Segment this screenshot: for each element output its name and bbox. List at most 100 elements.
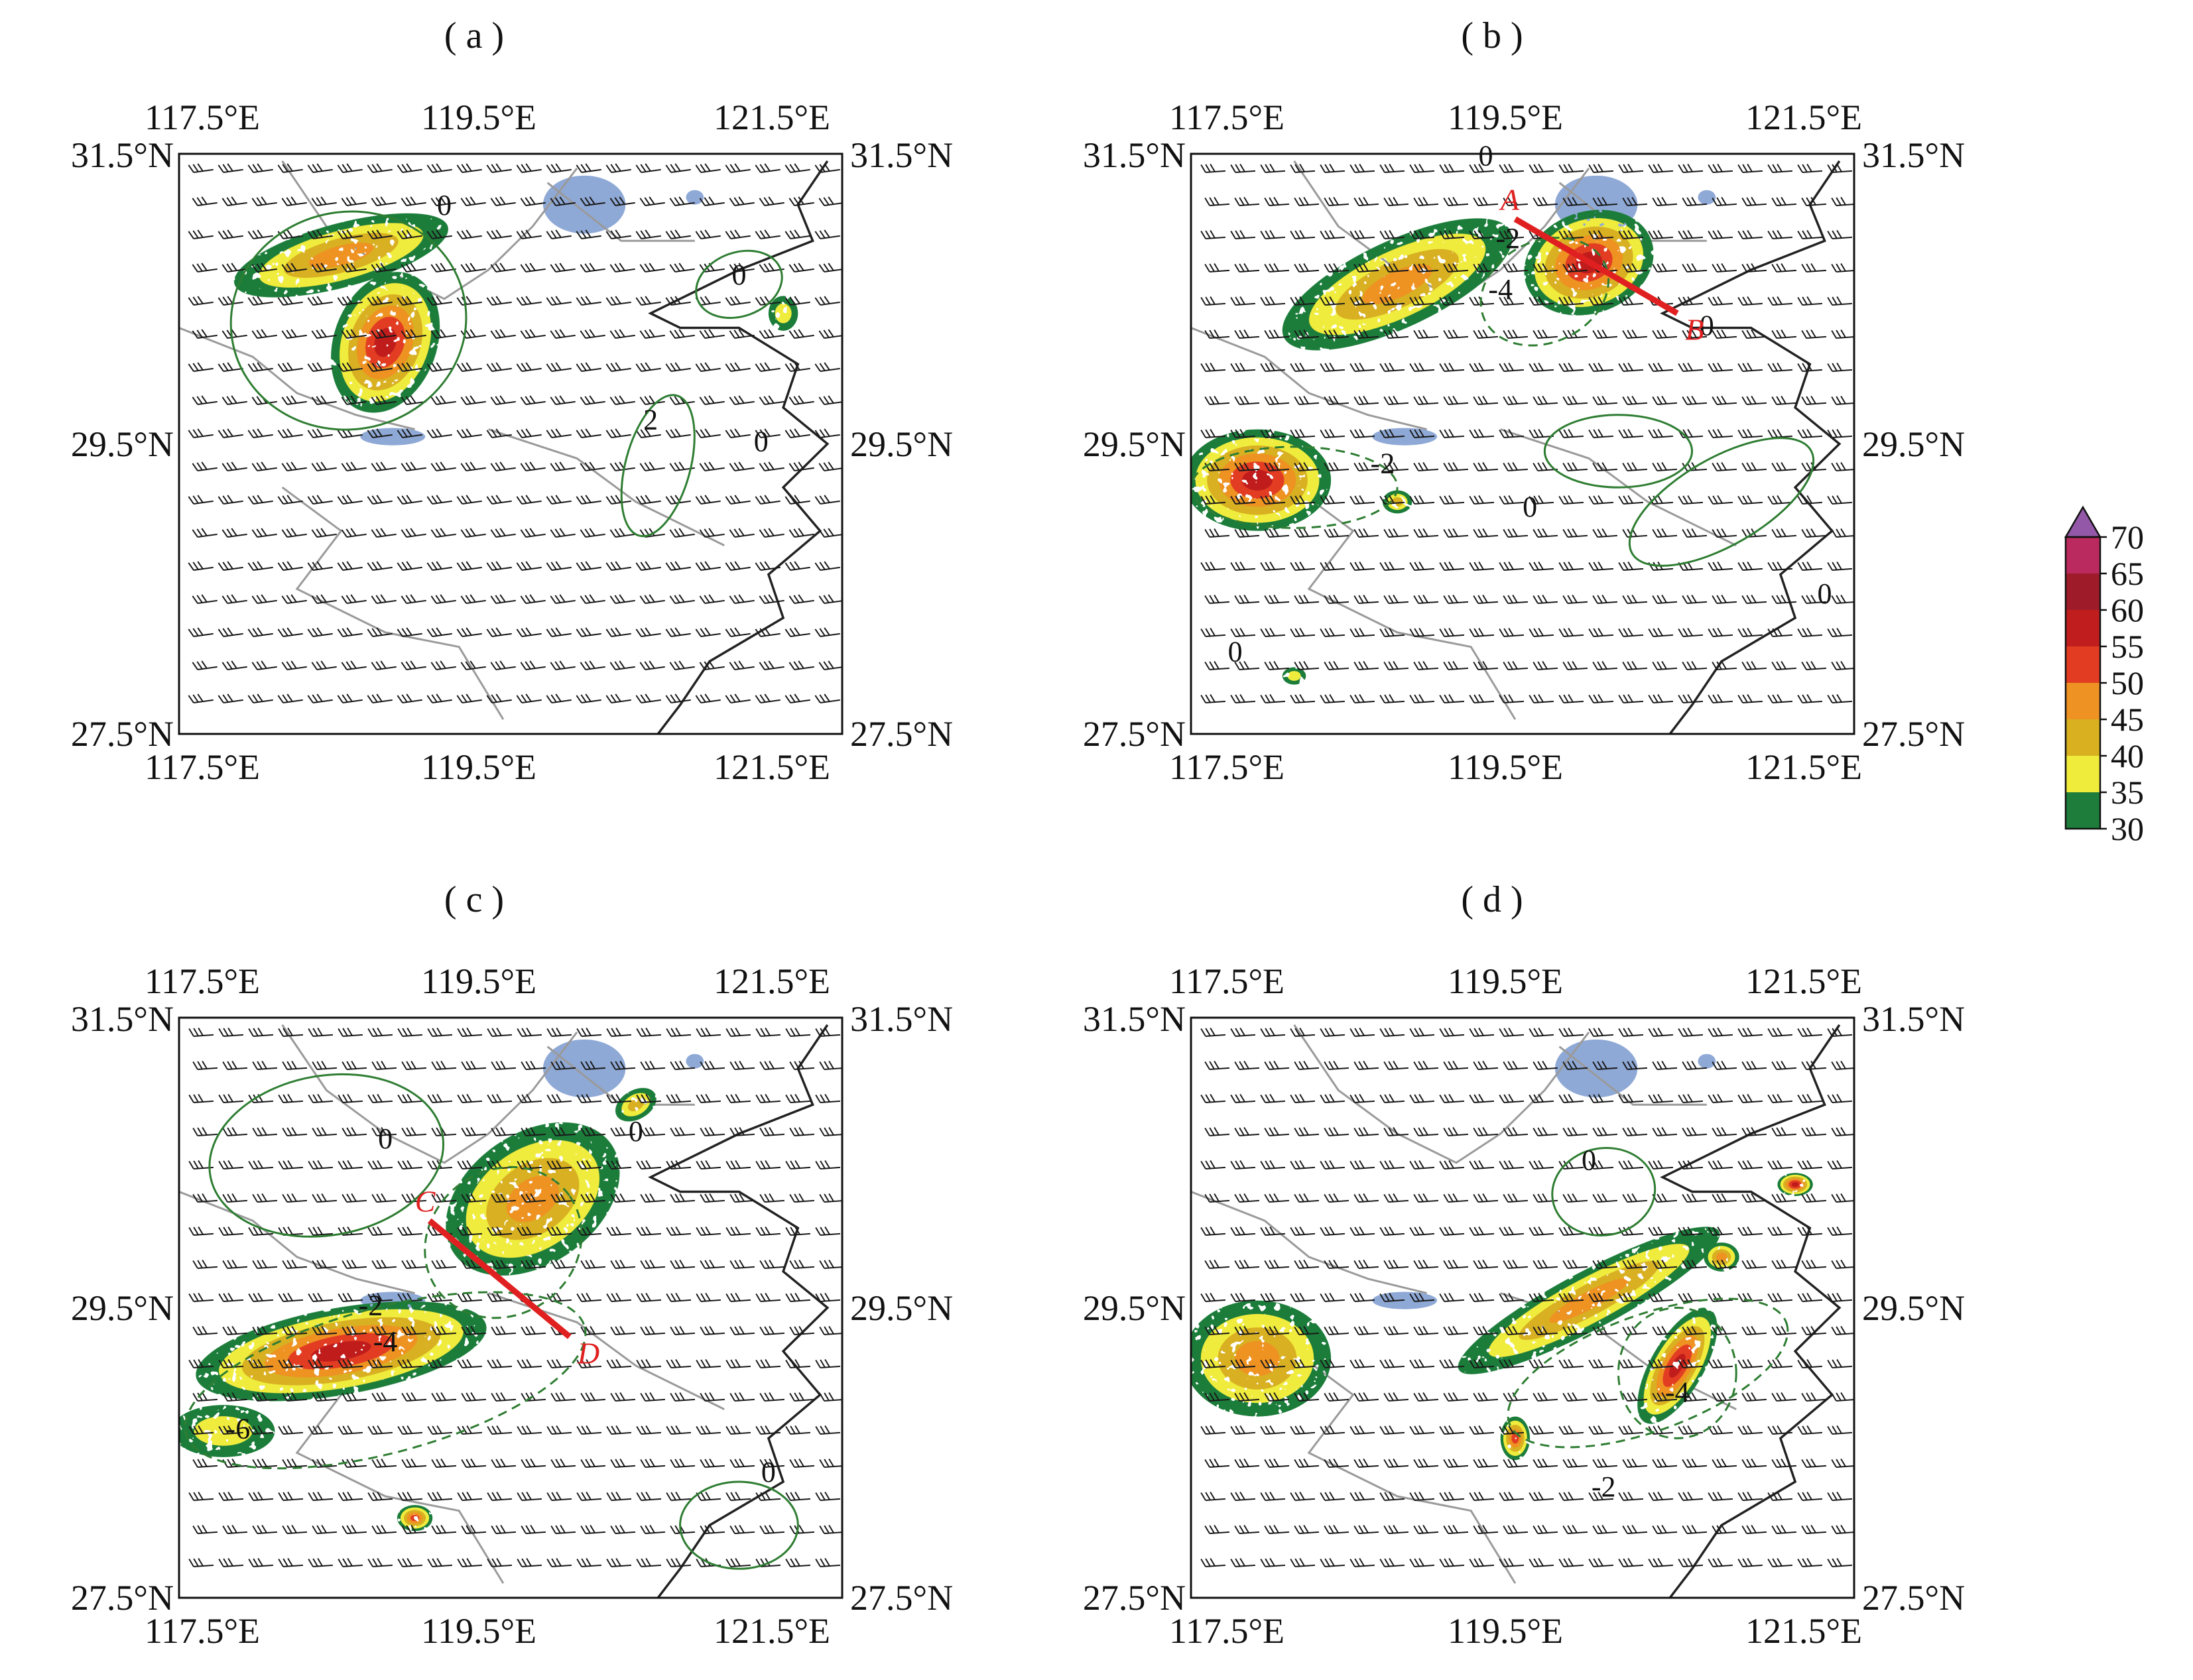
wind-barb (1443, 1458, 1468, 1468)
wind-barb (1379, 362, 1405, 372)
wind-barb (252, 1325, 277, 1335)
divergence-contour (1551, 1146, 1657, 1237)
wind-barb (606, 1160, 631, 1170)
wind-barb (1648, 495, 1673, 505)
wind-barb (427, 1491, 452, 1501)
lat-tick-left-3: 27.5°N (1083, 714, 1186, 754)
wind-barb (247, 428, 273, 438)
wind-barb (218, 428, 243, 438)
wind-barb (1469, 163, 1494, 173)
wind-barb (546, 362, 572, 372)
wind-barb (1652, 329, 1677, 339)
wind-barb (312, 1193, 337, 1203)
wind-barb (282, 1259, 307, 1269)
wind-barb (1499, 229, 1524, 239)
wind-barb (725, 627, 751, 637)
wind-barb (1797, 1093, 1822, 1103)
wind-barb (1562, 196, 1588, 206)
wind-barb (1409, 229, 1434, 239)
wind-barb (1652, 1458, 1677, 1468)
wind-barb (1443, 1060, 1468, 1070)
wind-barb (1592, 1524, 1617, 1534)
wind-barb (188, 229, 214, 239)
wind-barb (1230, 1425, 1255, 1435)
wind-barb (759, 1126, 784, 1136)
wind-barb (1200, 495, 1225, 505)
wind-barb (248, 1292, 273, 1302)
wind-barb (1353, 1325, 1379, 1335)
wind-barb (307, 163, 333, 173)
wind-barb (461, 1524, 486, 1534)
wind-barb (397, 627, 422, 637)
wind-barb (1320, 163, 1345, 173)
wind-barb (278, 1160, 303, 1170)
wind-barb (1622, 196, 1647, 206)
wind-barb (1290, 229, 1315, 239)
section-end-label: D (577, 1336, 599, 1370)
wind-barb (695, 495, 721, 505)
wind-barb (1771, 1126, 1796, 1136)
lake (1698, 190, 1716, 205)
wind-barb (550, 1259, 576, 1269)
wind-barb (818, 461, 842, 471)
wind-barb (1827, 362, 1852, 372)
wind-barb (1652, 395, 1677, 405)
lat-tick-right-1: 31.5°N (850, 999, 953, 1039)
wind-barb (337, 561, 363, 571)
wind-barb (1409, 1160, 1434, 1170)
lat-tick-right-3: 27.5°N (850, 714, 953, 754)
wind-barb (1771, 395, 1796, 405)
wind-barb (695, 561, 721, 571)
wind-barb (218, 1226, 243, 1236)
wind-barb (1592, 196, 1617, 206)
wind-barb (188, 1425, 214, 1435)
wind-barb (1324, 1392, 1349, 1402)
wind-barb (221, 329, 247, 339)
colorbar-segment (2066, 610, 2100, 646)
wind-barb (700, 1524, 725, 1534)
wind-barb (605, 362, 631, 372)
wind-barb (1618, 1160, 1643, 1170)
wind-barb (252, 1193, 277, 1203)
wind-barb (1827, 229, 1852, 239)
wind-barb (1771, 461, 1796, 471)
lon-tick-top-2: 119.5°E (1448, 961, 1563, 1001)
wind-barb (609, 395, 635, 405)
wind-barb (725, 1425, 751, 1435)
wind-barb (367, 1160, 393, 1170)
wind-barb (491, 1126, 516, 1136)
wind-barb (307, 561, 333, 571)
wind-barb (1230, 362, 1255, 372)
wind-barb (1499, 1358, 1524, 1368)
wind-barb (1618, 428, 1643, 438)
wind-barb (1294, 660, 1319, 670)
wind-barb (1320, 1027, 1345, 1037)
lat-tick-left-3: 27.5°N (71, 1578, 174, 1618)
wind-barb (1741, 263, 1767, 272)
lat-tick-right-1: 31.5°N (1862, 135, 1965, 175)
wind-barb (1678, 229, 1703, 239)
wind-barb (281, 329, 307, 339)
reflectivity-echo (179, 1405, 275, 1457)
wind-barb (1200, 693, 1225, 703)
wind-barb (580, 528, 605, 538)
wind-barb (1801, 1126, 1826, 1136)
wind-barb (248, 1557, 273, 1567)
wind-barb (1529, 693, 1554, 703)
wind-barb (1353, 1524, 1379, 1534)
wind-barb (1260, 163, 1285, 173)
wind-barb (635, 428, 661, 438)
wind-barb (1648, 1093, 1673, 1103)
wind-barb (520, 196, 546, 206)
wind-barb (1648, 1557, 1673, 1567)
wind-barb (1260, 693, 1285, 703)
wind-barb (397, 163, 422, 173)
wind-barb (755, 1358, 781, 1368)
wind-barb (784, 296, 810, 306)
wind-barb (342, 1259, 367, 1269)
wind-barb (814, 296, 840, 306)
wind-barb (1443, 1392, 1468, 1402)
wind-barb (815, 1226, 840, 1236)
wind-barb (338, 1292, 363, 1302)
wind-barb (1409, 1226, 1434, 1236)
